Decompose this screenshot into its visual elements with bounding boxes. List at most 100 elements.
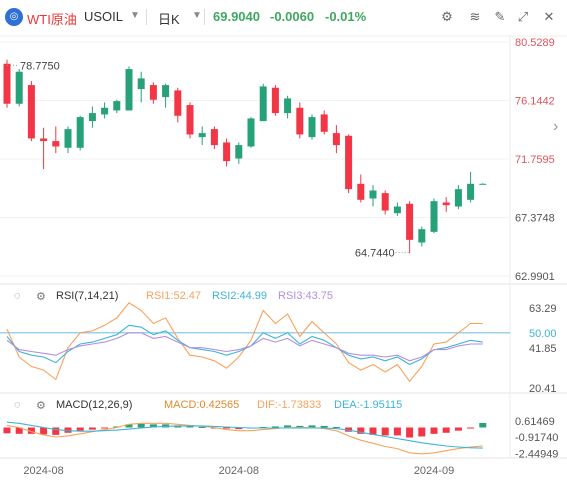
candle-body [235,145,243,159]
rsi-y-tick-label: 20.41 [529,383,557,395]
max-price-label: 78.7750 [20,60,60,72]
rsi-series-line [6,332,483,362]
fullscreen-icon[interactable]: ⤢ [517,9,529,24]
indicator-icon[interactable]: ≋ [469,9,481,24]
x-tick-label: 2024-09 [414,465,454,477]
candle-body [88,113,96,122]
settings-icon[interactable]: ⚙ [441,9,453,24]
macd-histogram-bar [454,427,462,431]
macd-histogram-bar [149,424,157,428]
macd-histogram-bar [284,425,292,428]
y-tick-label: 80.5289 [515,37,555,49]
candle-body [162,85,170,98]
chevron-right-icon[interactable]: › [553,118,559,135]
macd-histogram-bar [406,427,414,438]
x-tick-label: 2024-08 [23,465,63,477]
macd-histogram-bar [393,427,401,436]
symbol-code[interactable]: USOIL [84,9,124,24]
candle-body [454,189,462,207]
dea-legend: DEA:-1.95115 [334,399,403,411]
eye-icon[interactable]: ◌ [14,290,21,302]
divider [146,9,147,25]
y-tick-label: 71.7595 [515,154,555,166]
candle-body [332,133,340,146]
candle-body [3,63,11,104]
candle-body [418,229,426,243]
candle-body [308,117,316,138]
gear-icon[interactable]: ⚙ [36,400,46,412]
macd-histogram-bar [40,427,48,435]
candle-body [479,183,487,185]
rsi-y-tick-label: 63.29 [529,303,557,315]
macd-legend: MACD:0.42565 [164,399,240,411]
candle-body [259,86,267,122]
candle-body [320,114,328,132]
circle-logo-icon: ◎ [5,8,23,26]
candle-body [430,201,438,232]
macd-histogram-bar [3,427,11,434]
candle-body [52,141,60,147]
rsi-series-line [6,324,483,366]
rsi-title: RSI(7,14,21) [56,290,119,302]
y-tick-label: 62.9901 [515,271,555,283]
candle-body [174,90,182,116]
close-icon[interactable]: ✕ [543,9,555,24]
candle-body [284,98,292,114]
candle-body [149,85,157,100]
rsi2-legend: RSI2:44.99 [212,290,268,302]
candle-body [137,78,145,90]
macd-histogram-bar [198,426,206,428]
candle-body [40,138,48,142]
candle-body [296,107,304,135]
candle-body [76,117,84,148]
macd-histogram-bar [64,427,72,433]
rsi3-legend: RSI3:43.75 [278,290,334,302]
timeframe-selector[interactable]: 日K [158,12,180,27]
rsi-series-line [6,302,483,383]
macd-histogram-bar [271,426,279,428]
x-tick-label: 2024-08 [219,465,259,477]
candle-body [247,118,255,147]
candle-body [271,87,279,114]
chevron-down-icon[interactable]: ▼ [130,10,140,21]
y-tick-label: 67.3748 [515,213,555,225]
gear-icon[interactable]: ⚙ [36,291,46,303]
macd-histogram-bar [101,427,109,429]
rsi-y-tick-label: 50.00 [529,328,557,340]
macd-histogram-bar [479,422,487,428]
macd-y-tick-label: -0.91740 [515,432,558,444]
rsi-y-tick-label: 41.85 [529,343,557,355]
candle-body [393,206,401,214]
macd-histogram-bar [369,427,377,435]
chevron-down-icon[interactable]: ▼ [192,10,202,21]
candle-body [406,203,414,240]
dif-line [6,422,483,455]
dif-legend: DIF:-1.73833 [257,399,322,411]
macd-histogram-bar [430,427,438,434]
divider [204,9,205,25]
macd-histogram-bar [381,427,389,436]
macd-histogram-bar [88,427,96,430]
candle-body [210,129,218,146]
candle-body [27,85,35,139]
eye-icon[interactable]: ◌ [14,399,21,411]
macd-histogram-bar [235,427,243,430]
dea-line [6,421,483,449]
macd-histogram-bar [308,425,316,428]
candle-body [345,135,353,190]
macd-histogram-bar [27,427,35,434]
candle-body [15,71,23,104]
symbol-name[interactable]: WTI原油 [27,12,77,27]
chart-header: ◎ WTI原油 USOIL ▼ 日K ▼ 69.9040 -0.0060 -0.… [0,0,567,34]
draw-icon[interactable]: ✎ [494,9,506,24]
macd-histogram-bar [125,424,133,428]
candle-body [198,133,206,138]
macd-histogram-bar [357,427,365,434]
macd-histogram-bar [223,427,231,429]
candle-body [467,183,475,200]
candle-body [113,101,121,111]
macd-histogram-bar [418,427,426,437]
macd-y-tick-label: -2.44949 [515,448,558,460]
